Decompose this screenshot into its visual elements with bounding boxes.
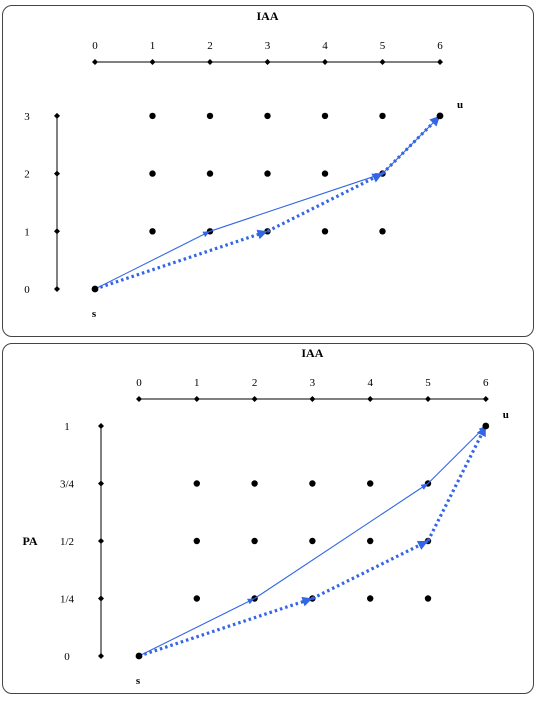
y-axis-tick-marker bbox=[98, 423, 104, 429]
lattice-point bbox=[321, 112, 329, 120]
start-point-label: s bbox=[136, 675, 141, 687]
x-axis-tick-marker bbox=[437, 59, 443, 65]
lattice-point bbox=[424, 595, 432, 602]
solid-path-segment bbox=[209, 172, 383, 232]
x-tick-label: 3 bbox=[310, 377, 316, 389]
x-tick-label: 5 bbox=[380, 40, 386, 52]
y-axis-tick-marker bbox=[98, 538, 104, 544]
y-tick-label: 1 bbox=[24, 226, 30, 238]
x-axis-tick-marker bbox=[379, 59, 386, 65]
y-axis-tick-marker bbox=[98, 595, 104, 602]
diagram-title: IAA bbox=[256, 9, 278, 23]
x-tick-label: 6 bbox=[483, 377, 489, 389]
path-vertex-point bbox=[482, 422, 490, 430]
lattice-point bbox=[193, 595, 200, 602]
dotted-path-segment bbox=[266, 172, 384, 233]
solid-path-segment bbox=[427, 425, 487, 484]
x-tick-label: 3 bbox=[265, 40, 271, 52]
x-axis-tick-marker bbox=[264, 59, 271, 65]
x-tick-label: 0 bbox=[136, 377, 142, 389]
y-tick-label: 0 bbox=[24, 284, 30, 296]
y-tick-label: 1/2 bbox=[60, 536, 74, 548]
lattice-point bbox=[321, 170, 329, 177]
lattice-point bbox=[251, 480, 258, 487]
x-axis-tick-marker bbox=[207, 59, 213, 65]
lattice-point bbox=[149, 170, 156, 177]
bottom-diagram-panel bbox=[2, 343, 534, 694]
dotted-path-segment bbox=[311, 539, 429, 600]
lattice-point bbox=[193, 537, 200, 545]
dotted-path-segment bbox=[138, 596, 313, 658]
lattice-point bbox=[379, 228, 386, 235]
solid-path-segment bbox=[254, 483, 429, 599]
x-tick-label: 1 bbox=[194, 377, 200, 389]
x-axis-tick-marker bbox=[251, 396, 258, 402]
y-axis-label: PA bbox=[22, 534, 37, 548]
y-axis-tick-marker bbox=[54, 112, 60, 119]
y-axis-tick-marker bbox=[54, 228, 60, 235]
lattice-point bbox=[367, 480, 374, 487]
lattice-point bbox=[206, 112, 214, 120]
path-vertex-point bbox=[436, 112, 444, 120]
end-point-label: u bbox=[457, 99, 463, 111]
solid-path-segment bbox=[94, 230, 211, 290]
y-axis-tick-marker bbox=[54, 286, 60, 292]
y-axis-tick-marker bbox=[98, 653, 104, 659]
lattice-point bbox=[206, 170, 214, 177]
x-tick-label: 6 bbox=[437, 40, 443, 52]
dotted-path-segment bbox=[94, 229, 269, 291]
diagram-title: IAA bbox=[301, 346, 323, 360]
x-axis-tick-marker bbox=[425, 396, 431, 402]
x-axis-tick-marker bbox=[309, 396, 316, 402]
start-point-label: s bbox=[92, 308, 97, 320]
lattice-point bbox=[251, 537, 258, 545]
lattice-point bbox=[367, 595, 374, 602]
lattice-point bbox=[149, 112, 156, 120]
lattice-point bbox=[367, 537, 374, 545]
y-tick-label: 1/4 bbox=[60, 594, 75, 606]
y-tick-label: 0 bbox=[64, 651, 70, 663]
x-tick-label: 4 bbox=[322, 40, 328, 52]
lattice-point bbox=[149, 228, 156, 235]
path-vertex-point bbox=[135, 652, 143, 660]
solid-path-segment bbox=[138, 598, 255, 657]
path-vertex-point bbox=[91, 285, 99, 293]
x-tick-label: 0 bbox=[92, 40, 98, 52]
x-tick-label: 2 bbox=[207, 40, 213, 52]
x-axis-tick-marker bbox=[193, 396, 200, 402]
x-tick-label: 1 bbox=[150, 40, 156, 52]
y-axis-tick-marker bbox=[98, 480, 104, 487]
x-tick-label: 4 bbox=[367, 377, 373, 389]
lattice-point bbox=[309, 480, 316, 487]
lattice-point bbox=[264, 112, 271, 120]
y-tick-label: 3 bbox=[24, 111, 30, 123]
lattice-point bbox=[379, 112, 386, 120]
y-axis-tick-marker bbox=[54, 170, 60, 177]
x-axis-tick-marker bbox=[367, 396, 374, 402]
y-tick-label: 3/4 bbox=[60, 479, 75, 491]
lattice-point bbox=[193, 480, 200, 487]
x-axis-tick-marker bbox=[92, 59, 98, 65]
x-axis-tick-marker bbox=[322, 59, 328, 65]
x-tick-label: 5 bbox=[425, 377, 431, 389]
end-point-label: u bbox=[503, 409, 509, 421]
y-tick-label: 1 bbox=[64, 421, 70, 433]
y-tick-label: 2 bbox=[24, 169, 30, 181]
lattice-point bbox=[309, 537, 316, 545]
x-axis-tick-marker bbox=[482, 396, 489, 402]
x-tick-label: 2 bbox=[252, 377, 258, 389]
x-axis-tick-marker bbox=[149, 59, 156, 65]
x-axis-tick-marker bbox=[136, 396, 142, 402]
lattice-point bbox=[321, 228, 329, 235]
dotted-path-segment bbox=[381, 114, 442, 175]
dotted-path-segment bbox=[426, 425, 488, 542]
lattice-point bbox=[264, 170, 271, 177]
